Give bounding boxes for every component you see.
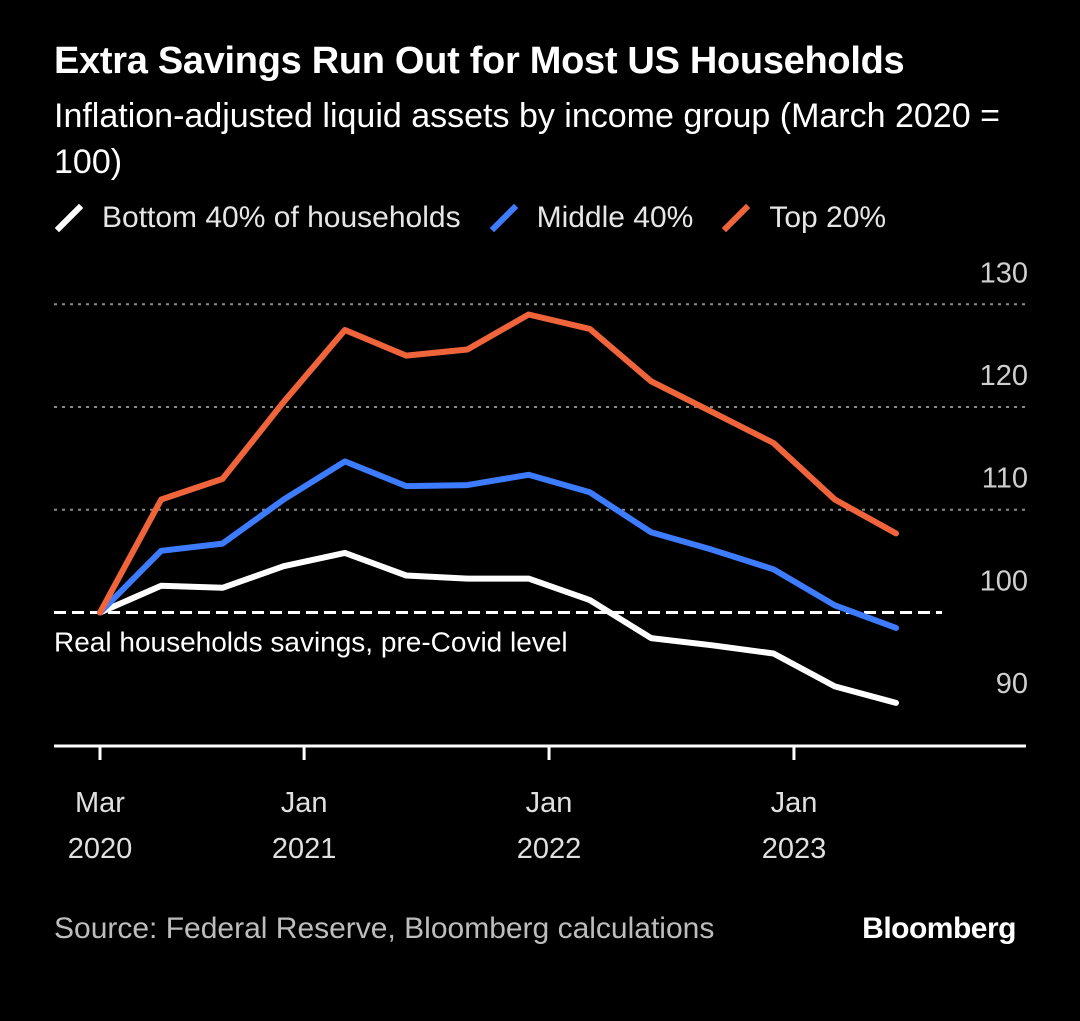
legend-item-bottom: Bottom 40% of households xyxy=(54,201,461,235)
legend-label-middle: Middle 40% xyxy=(536,201,694,234)
source-note: Source: Federal Reserve, Bloomberg calcu… xyxy=(54,912,715,945)
chart-title: Extra Savings Run Out for Most US Househ… xyxy=(54,40,905,82)
legend-swatch-bottom xyxy=(54,203,84,233)
legend: Bottom 40% of households Middle 40% Top … xyxy=(54,196,914,240)
y-tick-label-110: 110 xyxy=(982,463,1028,495)
series-line-bottom xyxy=(97,549,899,706)
x-tick-label-month-2021-01: Jan xyxy=(281,787,328,819)
legend-item-middle: Middle 40% xyxy=(489,201,694,235)
legend-item-top: Top 20% xyxy=(721,201,886,235)
x-tick-label-month-2020-03: Mar xyxy=(75,787,125,819)
legend-label-bottom: Bottom 40% of households xyxy=(102,201,461,234)
y-tick-label-130: 130 xyxy=(980,257,1028,289)
y-tick-label-90: 90 xyxy=(996,668,1028,700)
series-line-middle xyxy=(97,458,899,631)
grid-lines xyxy=(54,303,1026,511)
legend-swatch-top xyxy=(722,203,751,233)
y-tick-label-120: 120 xyxy=(980,360,1028,392)
y-axis-ticks: 90 100 110 120 130 xyxy=(980,257,1028,700)
chart-subtitle: Inflation-adjusted liquid assets by inco… xyxy=(54,97,1000,181)
x-tick-label-year-2021-01: 2021 xyxy=(272,833,337,865)
x-tick-label-year-2022-01: 2022 xyxy=(517,833,582,865)
baseline-label: Real households savings, pre-Covid level xyxy=(54,626,568,657)
bloomberg-logo: Bloomberg xyxy=(862,912,1016,945)
x-tick-label-year-2023-01: 2023 xyxy=(762,833,827,865)
x-tick-label-year-2020-03: 2020 xyxy=(68,833,133,865)
legend-swatch-middle xyxy=(489,203,518,233)
x-tick-label-month-2022-01: Jan xyxy=(526,787,573,819)
x-axis: Mar 2020 Jan 2021 Jan 2022 Jan 2023 xyxy=(54,744,1026,865)
x-tick-label-month-2023-01: Jan xyxy=(771,787,818,819)
series-line-top xyxy=(97,311,899,616)
legend-label-top: Top 20% xyxy=(769,201,887,234)
baseline-group: Real households savings, pre-Covid level xyxy=(54,610,942,657)
series-lines xyxy=(97,311,899,706)
y-tick-label-100: 100 xyxy=(980,565,1028,597)
